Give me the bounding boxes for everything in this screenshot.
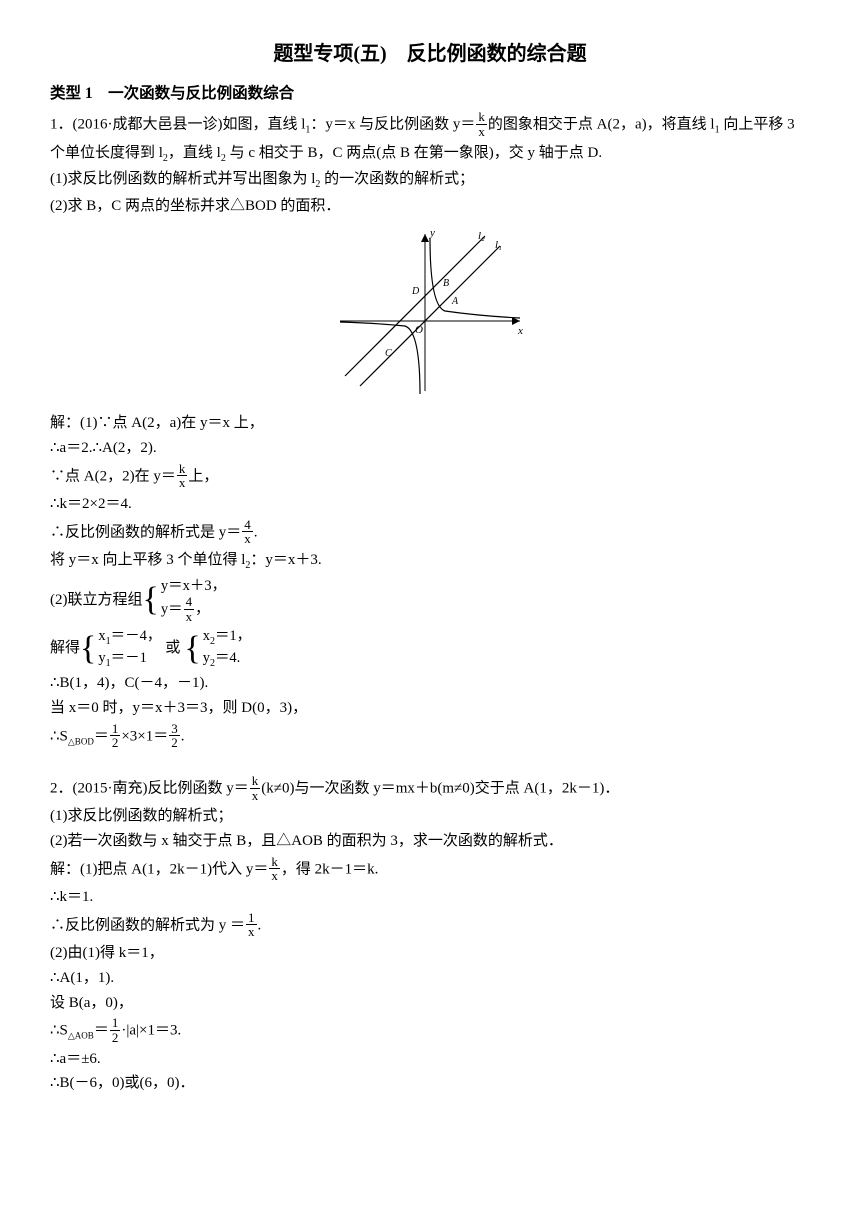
text: ∴S [50,728,68,744]
svg-text:l₂: l₂ [478,230,485,242]
text: (k≠0)与一次函数 y＝mx＋b(m≠0)交于点 A(1，2k－1)． [261,781,619,797]
sol2-line: ∴B(－6，0)或(6，0)． [50,1073,810,1095]
text: . [258,917,262,933]
sol-line: ∴S△BOD＝12×3×1＝32. [50,723,810,751]
problem-2-q2: (2)若一次函数与 x 轴交于点 B，且△AOB 的面积为 3，求一次函数的解析… [50,831,810,853]
fraction-k-x: kx [250,774,261,802]
svg-text:l₁: l₁ [495,239,502,251]
problem-1-q2: (2)求 B，C 两点的坐标并求△BOD 的面积． [50,196,810,218]
text: ∴反比例函数的解析式是 y＝ [50,524,241,540]
sol2-line: 设 B(a，0)， [50,993,810,1015]
sol-line: ∴k＝2×2＝4. [50,494,810,516]
svg-text:x: x [517,325,523,337]
text: 的一次函数的解析式； [320,171,474,187]
fraction-k-x: kx [177,462,188,490]
sol-line: ∴反比例函数的解析式是 y＝4x. [50,519,810,547]
sol-system: (2)联立方程组 { y＝x＋3， y＝4x， [50,577,810,625]
text: . [181,728,185,744]
left-brace-icon: { [143,583,159,617]
text: 向上平移 3 [720,117,795,133]
sol2-line: 解：(1)把点 A(1，2k－1)代入 y＝kx，得 2k－1＝k. [50,856,810,884]
sol-line: 将 y＝x 向上平移 3 个单位得 l2：y＝x＋3. [50,550,810,574]
page: 题型专项(五) 反比例函数的综合题 类型 1 一次函数与反比例函数综合 1．(2… [0,0,860,1148]
text: 或 [165,638,180,660]
sub: △AOB [68,1031,94,1041]
text: ，直线 l [168,145,221,161]
text: ∴S [50,1023,68,1039]
fraction-3-2: 32 [169,722,180,750]
sol2-line: ∴反比例函数的解析式为 y ＝1x. [50,912,810,940]
problem-1-q1: (1)求反比例函数的解析式并写出图象为 l2 的一次函数的解析式； [50,169,810,193]
text: 与 c 相交于 B，C 两点(点 B 在第一象限)，交 y 轴于点 D. [226,145,602,161]
svg-text:O: O [415,324,423,336]
svg-text:C: C [385,348,392,359]
fraction-4-x: 4x [242,518,253,546]
svg-text:B: B [443,278,449,289]
text: (1)求反比例函数的解析式并写出图象为 l [50,171,315,187]
text: 将 y＝x 向上平移 3 个单位得 l [50,552,245,568]
fraction-1-2: 12 [110,1016,121,1044]
fraction-1-2: 12 [110,722,121,750]
sol-solutions: 解得 { x1＝－4， y1＝－1 或 { x2＝1， y2＝4. [50,627,810,670]
page-title: 题型专项(五) 反比例函数的综合题 [50,40,810,69]
text: 上， [188,468,218,484]
svg-text:y: y [429,227,435,239]
text: ：y＝x＋3. [250,552,321,568]
sub: △BOD [68,736,94,746]
system-content: y＝x＋3， y＝4x， [161,577,226,625]
text: ∴反比例函数的解析式为 y ＝ [50,917,245,933]
text: 2．(2015·南充)反比例函数 y＝ [50,781,249,797]
svg-text:A: A [451,296,459,307]
sol-line: ∴a＝2.∴A(2，2). [50,438,810,460]
figure-graph: y x O A B C D l₁ l₂ [50,226,810,404]
sol-line: 当 x＝0 时，y＝x＋3＝3，则 D(0，3)， [50,698,810,720]
left-brace-icon: { [80,632,96,666]
fraction-k-x: kx [476,110,487,138]
sol2-line: ∴k＝1. [50,887,810,909]
problem-2-q1: (1)求反比例函数的解析式； [50,806,810,828]
sol-line: ∴B(1，4)，C(－4，－1). [50,673,810,695]
text: ：y＝x 与反比例函数 y＝ [310,117,475,133]
text: 个单位长度得到 l [50,145,163,161]
text: 1．(2016·成都大邑县一诊)如图，直线 l [50,117,305,133]
sol-line: 解：(1)∵点 A(2，a)在 y＝x 上， [50,413,810,435]
fraction-1-x: 1x [246,911,257,939]
left-brace-icon: { [184,632,200,666]
text: 解得 [50,638,80,660]
sol2-line: (2)由(1)得 k＝1， [50,943,810,965]
text: ×3×1＝ [121,728,168,744]
spacer [50,754,810,772]
sol-line: ∵点 A(2，2)在 y＝kx上， [50,463,810,491]
sol2-line: ∴a＝±6. [50,1049,810,1071]
svg-text:D: D [411,286,420,297]
problem-1-line-1: 1．(2016·成都大邑县一诊)如图，直线 l1：y＝x 与反比例函数 y＝kx… [50,111,810,139]
text: ·|a|×1＝3. [121,1023,181,1039]
text: ＝ [94,728,109,744]
sol2-line: ∴S△AOB＝12·|a|×1＝3. [50,1017,810,1045]
text: 解：(1)把点 A(1，2k－1)代入 y＝ [50,861,268,877]
sol2-line: ∴A(1，1). [50,968,810,990]
text: (2)联立方程组 [50,590,143,612]
problem-1-line-2: 个单位长度得到 l2，直线 l2 与 c 相交于 B，C 两点(点 B 在第一象… [50,143,810,167]
solution-2: x2＝1， y2＝4. [203,627,252,670]
graph-svg: y x O A B C D l₁ l₂ [330,226,530,396]
text: ，得 2k－1＝k. [281,861,379,877]
fraction-4-x: 4x [184,595,195,623]
solution-1: x1＝－4， y1＝－1 [98,627,161,670]
text: . [254,524,258,540]
problem-2-line-1: 2．(2015·南充)反比例函数 y＝kx(k≠0)与一次函数 y＝mx＋b(m… [50,775,810,803]
text: 的图象相交于点 A(2，a)，将直线 l [488,117,715,133]
fraction-k-x: kx [269,855,280,883]
text: ＝ [94,1023,109,1039]
text: ∵点 A(2，2)在 y＝ [50,468,176,484]
section-subtitle: 类型 1 一次函数与反比例函数综合 [50,83,810,105]
